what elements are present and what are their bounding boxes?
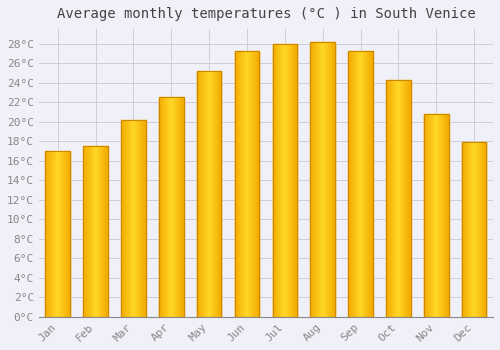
Bar [386, 80, 410, 317]
Bar [159, 97, 184, 317]
Bar [46, 151, 70, 317]
Title: Average monthly temperatures (°C ) in South Venice: Average monthly temperatures (°C ) in So… [56, 7, 476, 21]
Bar [310, 42, 335, 317]
Bar [348, 51, 373, 317]
Bar [462, 142, 486, 317]
Bar [234, 50, 260, 317]
Bar [197, 71, 222, 317]
Bar [424, 114, 448, 317]
Bar [272, 44, 297, 317]
Bar [84, 146, 108, 317]
Bar [121, 120, 146, 317]
